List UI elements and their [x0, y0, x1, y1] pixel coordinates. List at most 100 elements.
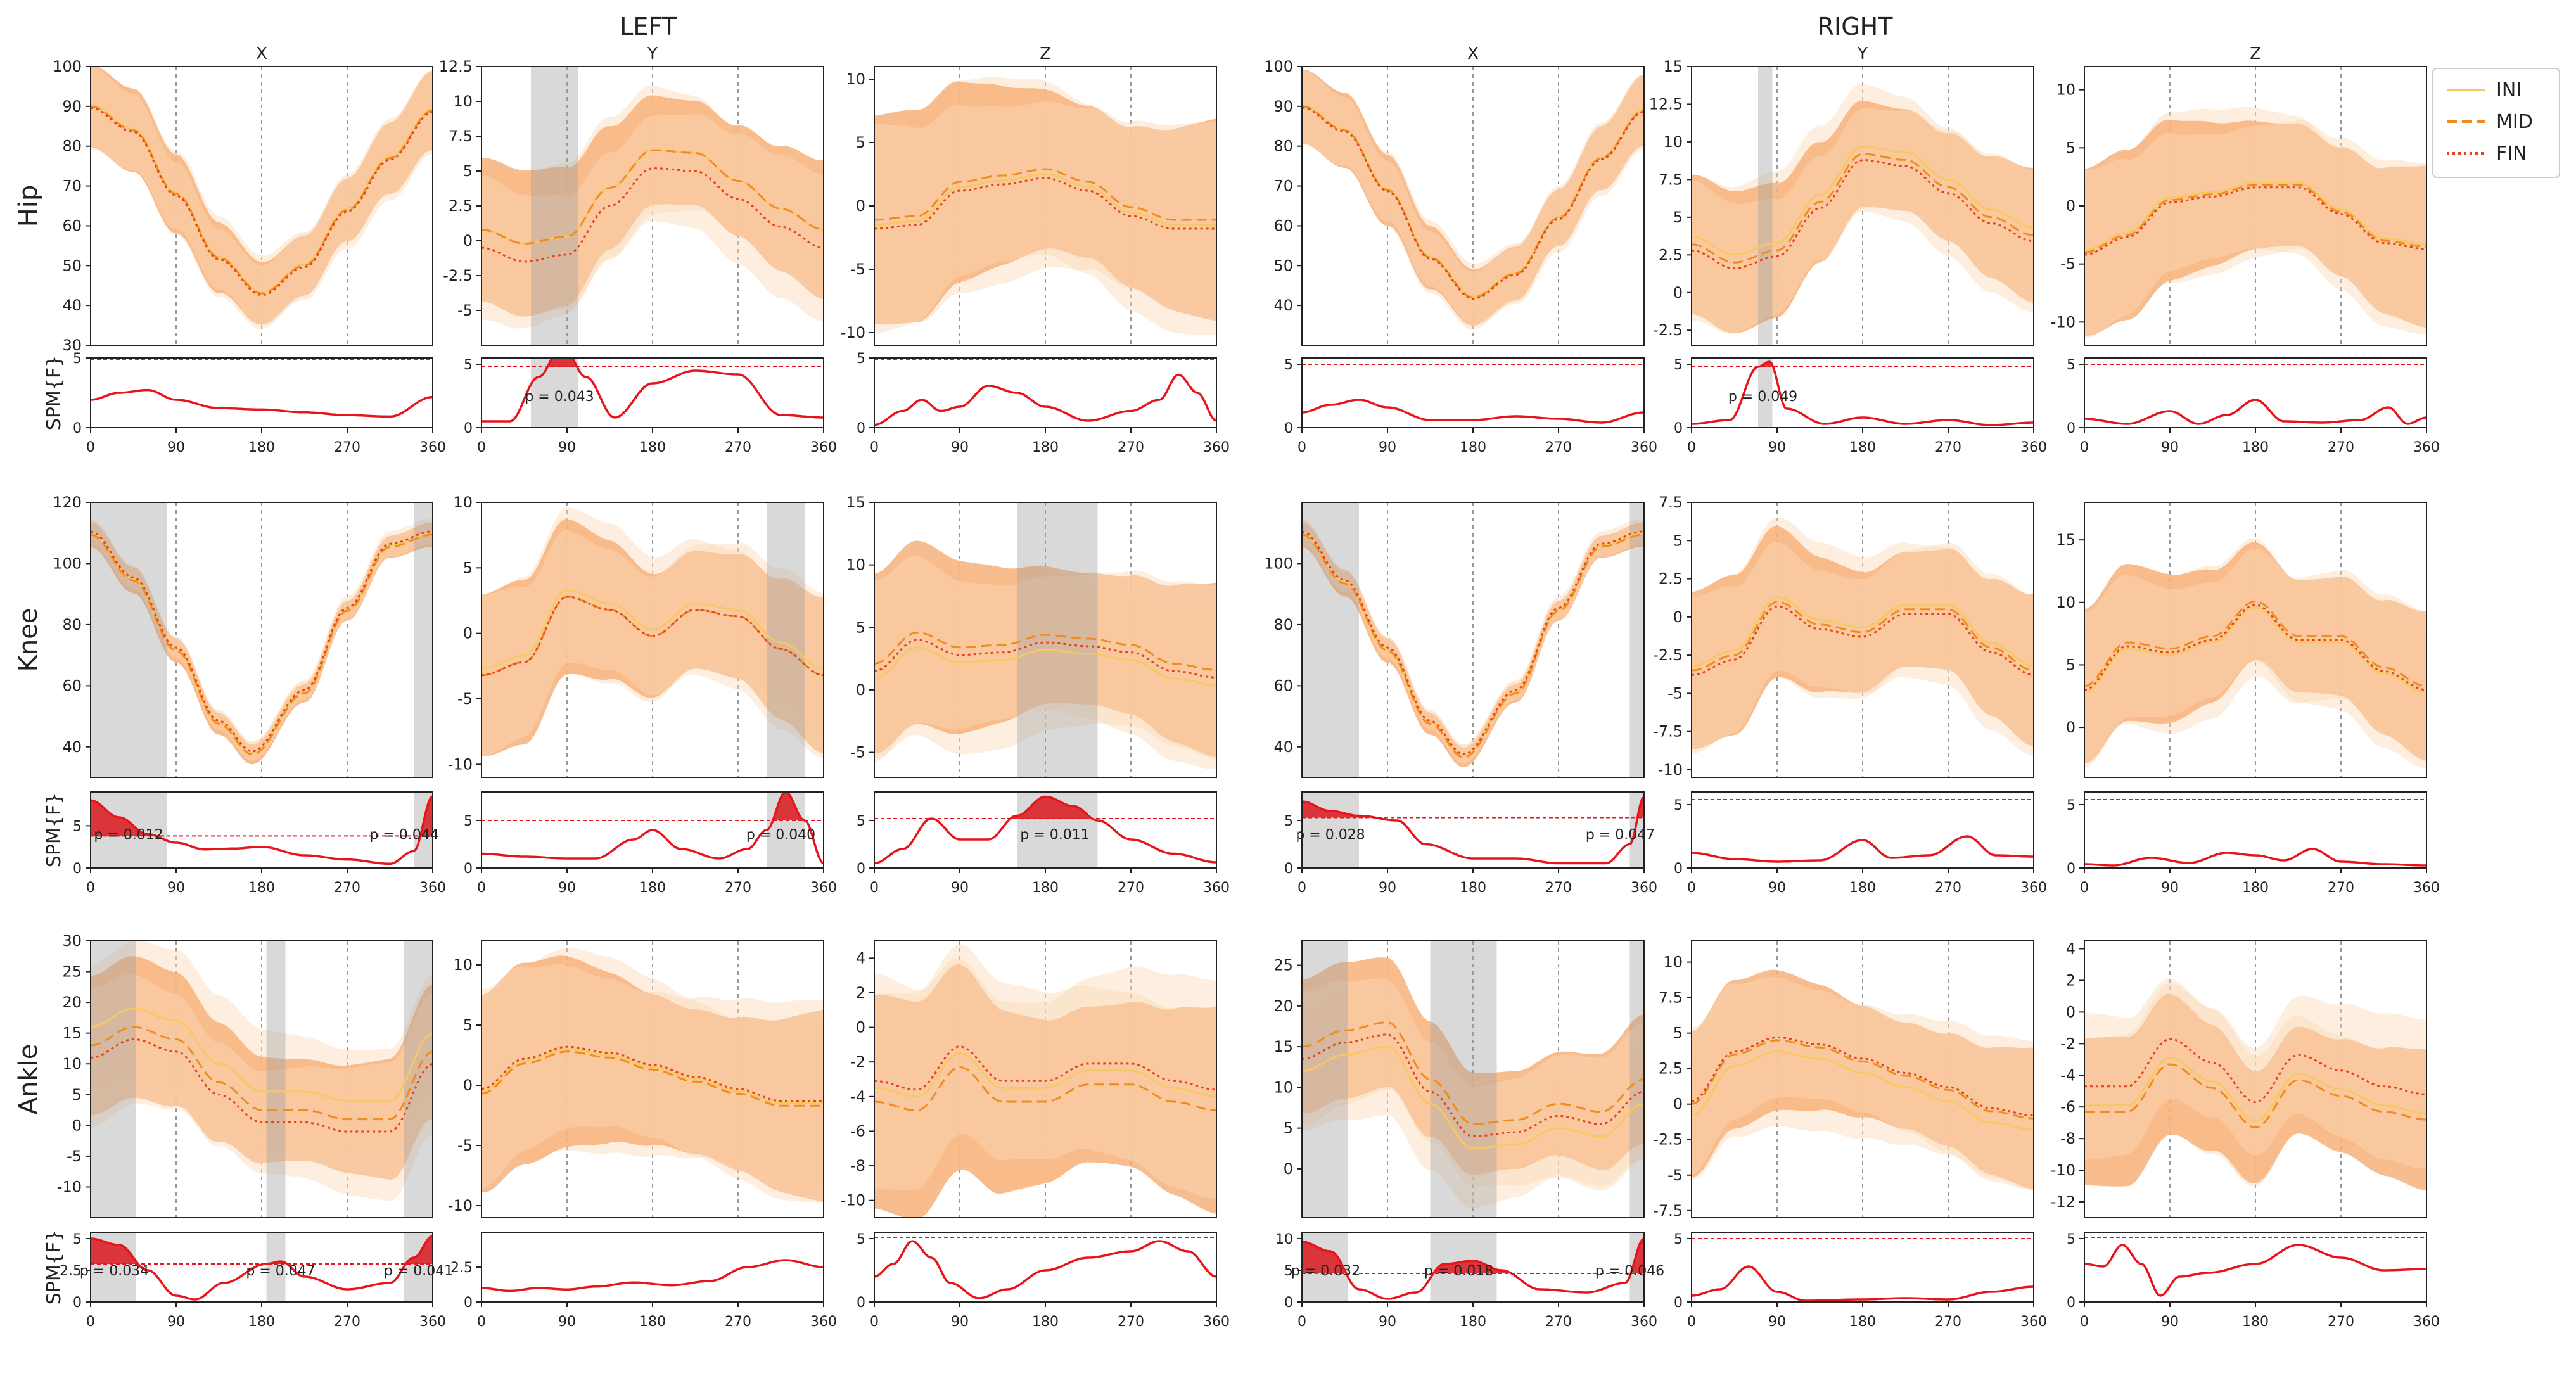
y-tick-label: 0 [857, 421, 865, 437]
mean-line-fin [1302, 106, 1644, 300]
x-tick-label: 360 [810, 1314, 837, 1330]
x-tick-label: 90 [558, 440, 576, 456]
spm-curve [1302, 796, 1644, 865]
x-tick-label: 180 [248, 440, 275, 456]
plot-area [1692, 969, 2034, 1191]
y-tick-label: 90 [62, 98, 82, 115]
y-tick-label: 120 [53, 494, 82, 511]
y-tick-label: -2.5 [1653, 321, 1683, 339]
spm-curve [1302, 399, 1644, 424]
y-tick-label: -5 [850, 744, 865, 762]
axes-frame [90, 940, 433, 1218]
x-tick-label: 90 [558, 1314, 576, 1330]
sd-band-mid [2084, 119, 2426, 336]
axes-frame [90, 502, 433, 778]
axis-title: Z [1040, 44, 1051, 63]
y-tick-label: 7.5 [449, 127, 473, 145]
y-tick-label: 15 [1273, 1038, 1293, 1056]
y-tick-label: -4 [850, 1088, 865, 1106]
spm-plot-area [874, 792, 1216, 868]
p-value-label: p = 0.047 [1586, 827, 1655, 843]
y-tick-label: 0 [2067, 1295, 2075, 1311]
panel-right-0-1: -2.5 0 2.5 5 7.5 10 12.5 15 Y 0 5 0 90 180 270 360 p = 0… [1649, 44, 2047, 456]
y-tick-label: 7.5 [1659, 494, 1683, 511]
y-tick-label: 5 [2067, 1232, 2075, 1247]
x-tick-label: 90 [1768, 1314, 1786, 1330]
x-tick-label: 270 [334, 440, 360, 456]
y-tick-label: 0 [73, 421, 82, 437]
y-tick-label: 0 [1674, 861, 1683, 877]
spm-plot-area [1302, 1232, 1644, 1302]
y-tick-label: 10 [62, 1055, 82, 1073]
x-tick-label: 180 [1032, 440, 1059, 456]
y-tick-label: 0 [1673, 1095, 1683, 1113]
significance-region [404, 941, 433, 1218]
spm-plot-area [2084, 1237, 2426, 1302]
y-tick-label: 10 [2056, 81, 2075, 99]
spm-curve [91, 388, 433, 418]
x-tick-label: 270 [1118, 880, 1144, 896]
p-value-label: p = 0.040 [746, 827, 815, 843]
y-tick-label: 5 [72, 1086, 82, 1104]
y-tick-label: -2.5 [1653, 646, 1683, 664]
y-tick-label: 2 [2066, 971, 2075, 989]
sd-band-fin [874, 958, 1216, 1199]
significance-region [1017, 502, 1098, 777]
sd-band-fin [2084, 548, 2426, 769]
y-tick-label: 2.5 [450, 1260, 473, 1276]
significance-region [1430, 941, 1497, 1218]
sd-band-fin [2084, 978, 2426, 1169]
y-tick-label: -7.5 [1653, 723, 1683, 741]
spm-curve [481, 792, 824, 865]
plot-area [2084, 978, 2426, 1191]
mean-line-fin [2084, 186, 2426, 256]
y-tick-label: 0 [463, 232, 473, 250]
y-tick-label: 5 [1284, 357, 1293, 373]
x-tick-label: 270 [1118, 440, 1144, 456]
y-tick-label: 5 [857, 351, 865, 367]
significance-region [1758, 67, 1773, 345]
panel-left-2-2: -10 -8 -6 -4 -2 0 2 4 0 5 0 90 180 270 360 [841, 940, 1230, 1330]
mean-line-mid [91, 1026, 433, 1121]
y-tick-label: 5 [2067, 357, 2075, 373]
x-tick-label: 270 [2328, 880, 2354, 896]
axes-frame [1691, 502, 2034, 778]
significance-region [1629, 941, 1644, 1218]
mean-line-ini [2084, 181, 2426, 252]
legend-box [2432, 68, 2560, 178]
row-label: Hip [14, 185, 43, 227]
panel-left-0-2: -10 -5 0 5 10 Z 0 5 0 90 180 270 360 [841, 44, 1230, 456]
y-tick-label: 0 [1284, 421, 1293, 437]
y-tick-label: 0 [73, 1295, 82, 1311]
significance-region [531, 67, 578, 345]
sd-band-mid [1302, 957, 1644, 1176]
y-tick-label: 0 [857, 1295, 865, 1311]
row-label: Ankle [14, 1044, 43, 1115]
panel-right-1-2: 0 5 10 15 0 5 0 90 180 270 360 [2056, 502, 2440, 896]
mean-line-fin [91, 530, 433, 753]
mean-line-mid [874, 1066, 1216, 1112]
y-tick-label: -2.5 [443, 267, 473, 284]
y-tick-label: 10 [1275, 1232, 1293, 1247]
x-tick-label: 270 [1935, 440, 1961, 456]
x-tick-label: 90 [1379, 1314, 1396, 1330]
mean-line-fin [874, 639, 1216, 679]
y-tick-label: 5 [856, 134, 865, 151]
spm-plot-area [2084, 799, 2426, 868]
mean-line-fin [91, 106, 433, 297]
significance-region [1302, 502, 1359, 777]
y-tick-label: 0 [1673, 608, 1683, 626]
x-tick-label: 0 [1298, 1314, 1306, 1330]
spm-curve [1692, 835, 2034, 863]
spm-frame [1301, 357, 1645, 428]
plot-area [481, 67, 824, 345]
x-tick-label: 270 [1545, 440, 1572, 456]
p-value-label: p = 0.043 [525, 389, 594, 405]
x-tick-label: 0 [477, 1314, 486, 1330]
y-tick-label: 0 [856, 681, 865, 699]
panel-right-0-2: -10 -5 0 5 10 Z 0 5 0 90 180 270 360 [2051, 44, 2440, 456]
x-tick-label: 90 [1379, 880, 1396, 896]
y-tick-label: -10 [841, 1192, 865, 1209]
spm-frame [874, 357, 1217, 428]
axes-frame [874, 66, 1217, 346]
